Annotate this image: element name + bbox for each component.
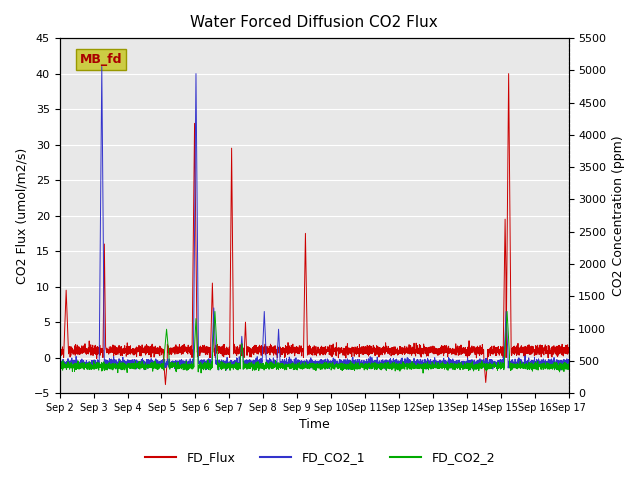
FD_CO2_2 — [419, 370, 427, 376]
FD_CO2_1 — [556, 367, 564, 373]
Line: FD_CO2_2: FD_CO2_2 — [60, 312, 568, 373]
FD_CO2_2 — [211, 309, 219, 314]
FD_CO2_1 — [372, 360, 380, 365]
FD_CO2_1 — [564, 357, 572, 362]
FD_CO2_2 — [372, 366, 380, 372]
FD_CO2_1 — [198, 361, 205, 367]
FD_CO2_2 — [516, 360, 524, 366]
FD_Flux — [372, 348, 380, 353]
Legend: FD_Flux, FD_CO2_1, FD_CO2_2: FD_Flux, FD_CO2_1, FD_CO2_2 — [140, 446, 500, 469]
FD_Flux — [364, 347, 371, 353]
FD_Flux — [505, 71, 513, 76]
FD_Flux — [564, 348, 572, 354]
X-axis label: Time: Time — [299, 419, 330, 432]
FD_CO2_2 — [564, 361, 572, 367]
FD_Flux — [165, 346, 173, 352]
FD_Flux — [56, 347, 63, 352]
FD_CO2_1 — [364, 361, 371, 367]
Y-axis label: CO2 Concentration (ppm): CO2 Concentration (ppm) — [612, 135, 625, 296]
Line: FD_CO2_1: FD_CO2_1 — [60, 67, 568, 370]
FD_CO2_1 — [564, 363, 572, 369]
FD_CO2_1 — [165, 363, 173, 369]
FD_Flux — [564, 347, 572, 353]
Line: FD_Flux: FD_Flux — [60, 73, 568, 384]
FD_CO2_2 — [165, 350, 173, 356]
FD_CO2_2 — [56, 363, 63, 369]
FD_Flux — [161, 382, 169, 387]
FD_CO2_1 — [98, 64, 106, 70]
Y-axis label: CO2 Flux (umol/m2/s): CO2 Flux (umol/m2/s) — [15, 147, 28, 284]
FD_CO2_1 — [516, 362, 524, 368]
FD_CO2_2 — [364, 361, 371, 367]
FD_CO2_2 — [198, 364, 205, 370]
FD_CO2_2 — [564, 363, 572, 369]
FD_CO2_1 — [56, 362, 63, 368]
FD_Flux — [516, 344, 524, 350]
Title: Water Forced Diffusion CO2 Flux: Water Forced Diffusion CO2 Flux — [190, 15, 438, 30]
FD_Flux — [198, 346, 205, 351]
Text: MB_fd: MB_fd — [80, 53, 122, 66]
